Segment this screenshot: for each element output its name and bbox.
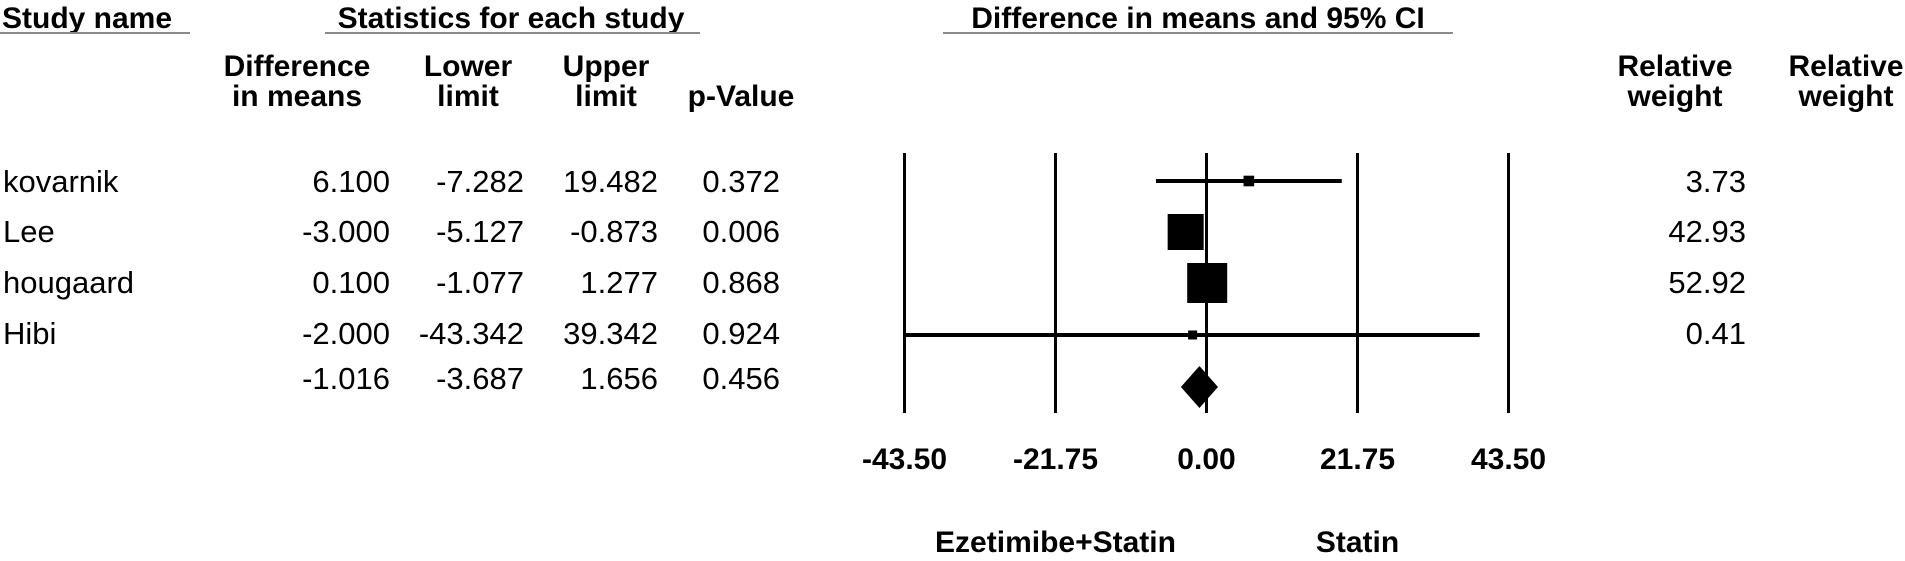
cell-upper-Lee: -0.873: [570, 214, 658, 249]
cell-diff-Lee: -3.000: [302, 214, 390, 249]
cell-lower-kovarnik: -7.282: [436, 164, 524, 199]
column-header-difference-in-means-line1: Difference: [223, 50, 371, 83]
cell-weight-kovarnik: 3.73: [1685, 164, 1746, 199]
study-name-kovarnik: kovarnik: [3, 164, 119, 199]
cell-weight-Lee: 42.93: [1668, 214, 1746, 249]
cell-lower-Lee: -5.127: [436, 214, 524, 249]
column-header-p-value-line1: p-Value: [687, 80, 795, 113]
column-header-lower-limit-line2: limit: [437, 80, 499, 113]
cell-lower-overall: -3.687: [436, 361, 524, 396]
mean-marker-Hibi: [1188, 330, 1198, 340]
axis-tick-label-0.00: 0.00: [1177, 443, 1236, 476]
column-header-difference-in-means-line2: in means: [231, 80, 363, 113]
cell-upper-hougaard: 1.277: [580, 265, 658, 300]
axis-footer-label-Ezetimibe+Statin: Ezetimibe+Statin: [935, 526, 1176, 559]
cell-weight-hougaard: 52.92: [1668, 265, 1746, 300]
cell-upper-overall: 1.656: [580, 361, 658, 396]
column-header-relative-weight-line1: Relative: [1617, 50, 1733, 83]
axis-footer-label-Statin: Statin: [1315, 526, 1400, 559]
cell-p-kovarnik: 0.372: [702, 164, 780, 199]
cell-p-hougaard: 0.868: [702, 265, 780, 300]
cell-diff-overall: -1.016: [302, 361, 390, 396]
mean-marker-Lee: [1167, 213, 1204, 251]
cell-upper-kovarnik: 19.482: [563, 164, 658, 199]
plot-group-title: Difference in means and 95% CI: [971, 2, 1425, 35]
stats-underline: [325, 32, 700, 34]
study-name-group-title: Study name: [2, 2, 173, 35]
cell-upper-Hibi: 39.342: [563, 316, 658, 351]
column-header-relative-weight-line2: weight: [1627, 80, 1723, 113]
axis-tick-label--21.75: -21.75: [1012, 443, 1099, 476]
cell-p-Hibi: 0.924: [702, 316, 780, 351]
cell-lower-Hibi: -43.342: [418, 316, 524, 351]
study-name-Hibi: Hibi: [3, 316, 57, 351]
cell-diff-hougaard: 0.100: [312, 265, 390, 300]
study-name-hougaard: hougaard: [3, 265, 135, 300]
mean-marker-kovarnik: [1243, 175, 1255, 187]
cell-lower-hougaard: -1.077: [436, 265, 524, 300]
cell-diff-kovarnik: 6.100: [312, 164, 390, 199]
cell-p-Lee: 0.006: [702, 214, 780, 249]
stats-group-title: Statistics for each study: [337, 2, 685, 35]
column-header-upper-limit-line1: Upper: [562, 50, 650, 83]
mean-marker-hougaard: [1187, 262, 1228, 304]
study-name-underline: [0, 32, 190, 34]
axis-tick-label-43.50: 43.50: [1470, 443, 1547, 476]
cell-p-overall: 0.456: [702, 361, 780, 396]
cell-weight-Hibi: 0.41: [1685, 316, 1746, 351]
column-header-upper-limit-line2: limit: [575, 80, 637, 113]
axis-tick-label--43.50: -43.50: [861, 443, 948, 476]
study-name-Lee: Lee: [3, 214, 55, 249]
column-header-relative-weight-2-line2: weight: [1798, 80, 1894, 113]
overall-diamond: [1180, 366, 1218, 408]
plot-title-underline: [943, 32, 1453, 34]
axis-tick-label-21.75: 21.75: [1319, 443, 1396, 476]
column-header-relative-weight-2-line1: Relative: [1788, 50, 1904, 83]
cell-diff-Hibi: -2.000: [302, 316, 390, 351]
column-header-lower-limit-line1: Lower: [423, 50, 513, 83]
